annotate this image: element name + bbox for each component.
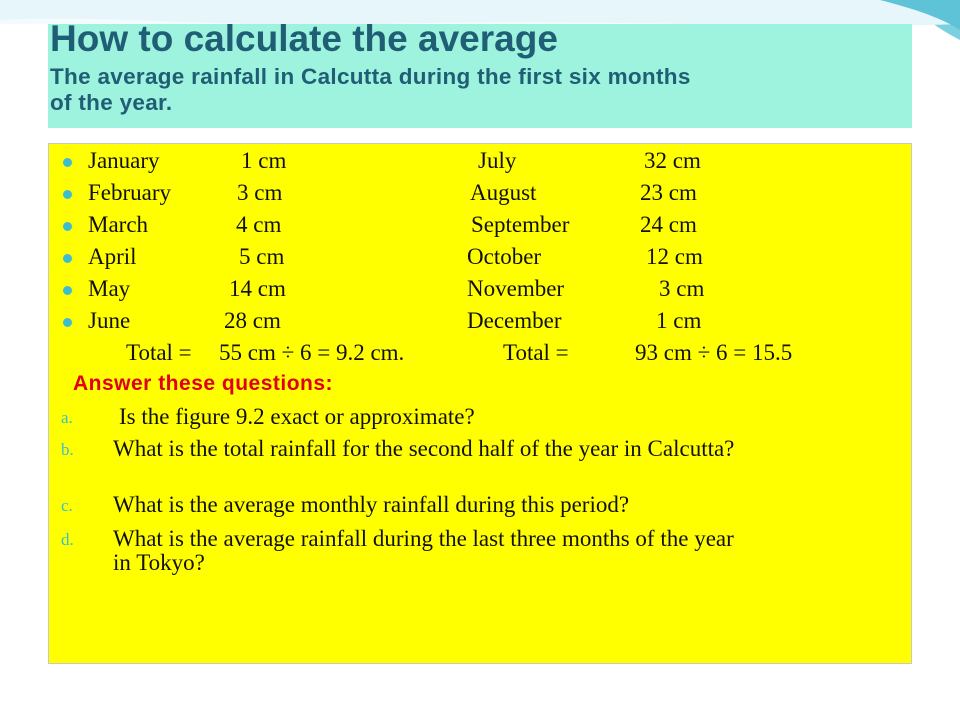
question-label: d.	[61, 530, 74, 549]
month-left: March	[88, 212, 149, 237]
bullet-icon	[63, 318, 72, 327]
total-right-value: 93 cm ÷ 6 = 15.5	[635, 340, 793, 365]
bullet-icon	[63, 158, 72, 167]
question-b: What is the total rainfall for the secon…	[113, 436, 735, 461]
value-left: 5 cm	[239, 244, 285, 269]
question-a: Is the figure 9.2 exact or approximate?	[119, 404, 475, 429]
month-right: October	[467, 244, 542, 269]
subtitle-line-2: of the year.	[50, 90, 173, 115]
slide-title: How to calculate the average	[50, 18, 558, 59]
value-right: 32 cm	[644, 148, 701, 173]
question-d-line-1: What is the average rainfall during the …	[113, 526, 734, 551]
month-right: September	[471, 212, 570, 237]
question-label: a.	[61, 408, 73, 427]
question-label: b.	[61, 440, 74, 459]
month-right: July	[478, 148, 517, 173]
answer-heading: Answer these questions:	[73, 372, 334, 395]
bullet-icon	[63, 222, 72, 231]
value-left: 3 cm	[237, 180, 283, 205]
month-left: June	[88, 308, 131, 333]
question-d: What is the average rainfall during the …	[113, 527, 734, 575]
question-d-line-2: in Tokyo?	[113, 550, 205, 575]
value-right: 3 cm	[659, 276, 705, 301]
value-right: 12 cm	[646, 244, 703, 269]
bullet-icon	[63, 190, 72, 199]
month-right: August	[470, 180, 537, 205]
value-right: 23 cm	[640, 180, 697, 205]
value-right: 24 cm	[640, 212, 697, 237]
month-left: January	[88, 148, 160, 173]
content-box: January 1 cm July 32 cm February 3 cm Au…	[48, 143, 912, 664]
total-right-label: Total =	[503, 340, 569, 365]
month-left: April	[88, 244, 137, 269]
month-right: November	[467, 276, 565, 301]
bullet-icon	[63, 254, 72, 263]
value-left: 4 cm	[236, 212, 282, 237]
month-left: May	[88, 276, 131, 301]
question-c: What is the average monthly rainfall dur…	[113, 492, 630, 517]
slide-subtitle: The average rainfall in Calcutta during …	[50, 62, 912, 118]
bullet-icon	[63, 286, 72, 295]
month-right: December	[467, 308, 562, 333]
value-right: 1 cm	[656, 308, 702, 333]
total-left-value: 55 cm ÷ 6 = 9.2 cm.	[219, 340, 405, 365]
value-left: 28 cm	[224, 308, 281, 333]
value-left: 14 cm	[229, 276, 286, 301]
month-left: February	[88, 180, 172, 205]
total-left-label: Total =	[126, 340, 192, 365]
value-left: 1 cm	[241, 148, 287, 173]
title-box: How to calculate the average The average…	[48, 18, 912, 128]
subtitle-line-1: The average rainfall in Calcutta during …	[50, 64, 691, 89]
question-label: c.	[61, 496, 73, 515]
